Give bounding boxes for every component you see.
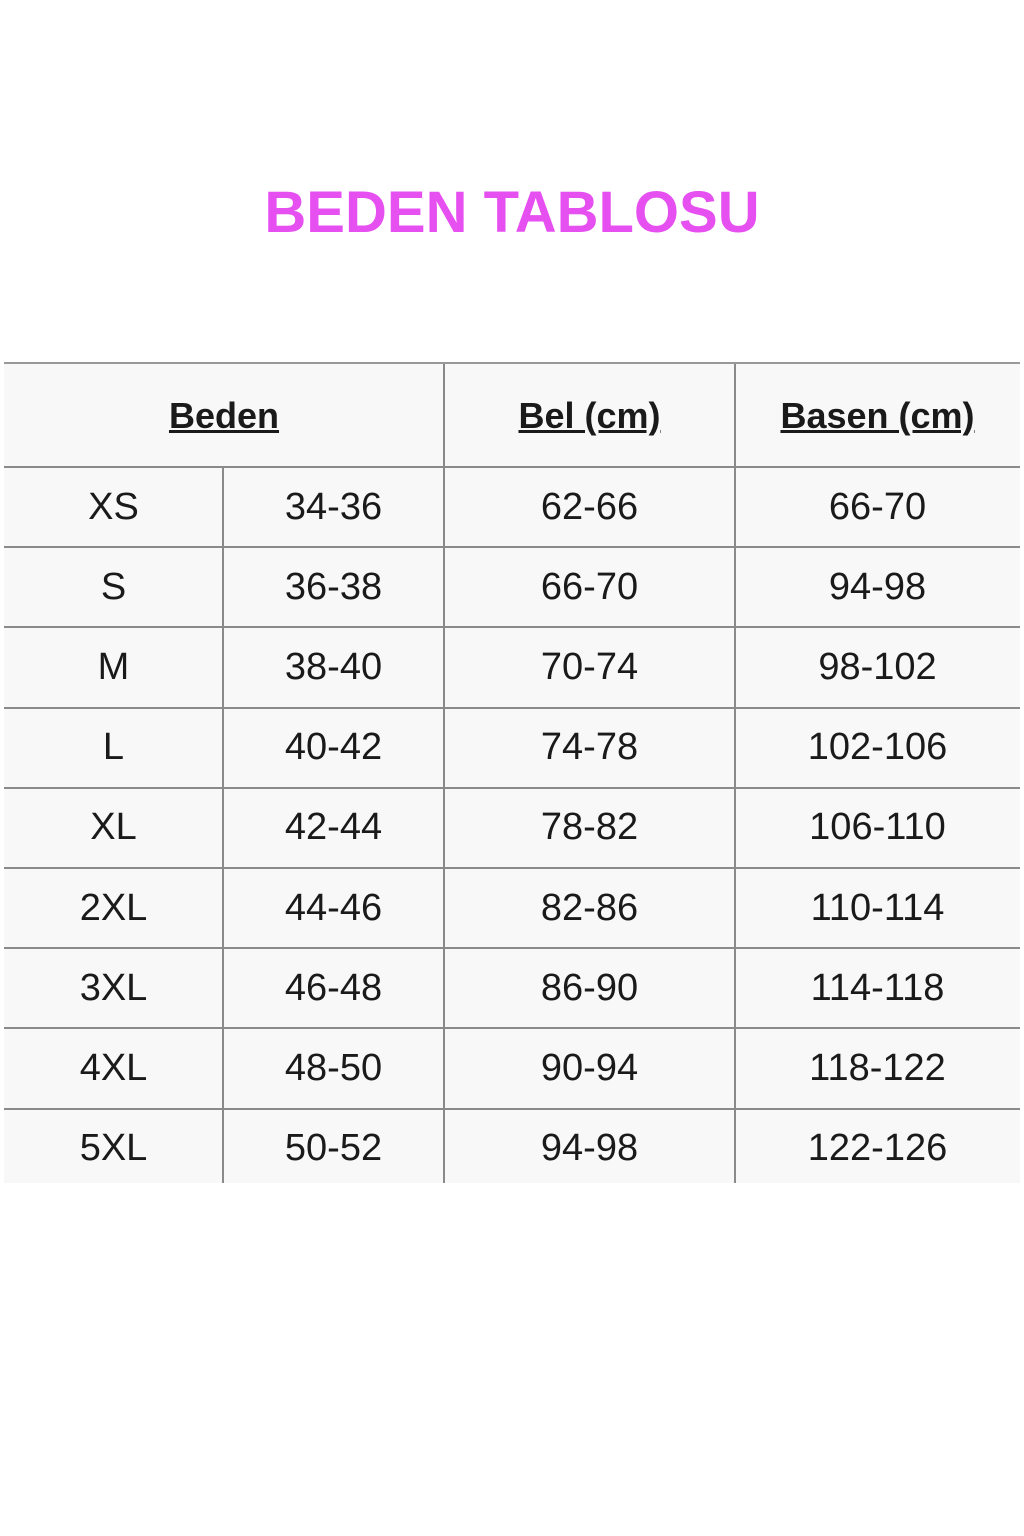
table-cell: 46-48 xyxy=(284,966,383,1009)
table-cell: XS xyxy=(88,485,139,528)
column-divider xyxy=(734,364,736,1183)
row-divider xyxy=(4,947,1020,950)
table-cell: 48-50 xyxy=(284,1046,383,1089)
table-cell: S xyxy=(100,565,127,608)
table-cell: 114-118 xyxy=(810,966,945,1009)
header-cell: Beden xyxy=(168,394,280,436)
table-cell: 118-122 xyxy=(809,1046,946,1089)
table-cell: 34-36 xyxy=(284,485,383,528)
table-cell: 98-102 xyxy=(818,645,937,688)
table-cell: 102-106 xyxy=(807,726,948,769)
table-cell: 5XL xyxy=(79,1127,148,1170)
header-cell: Basen (cm) xyxy=(780,394,975,436)
table-cell: 94-98 xyxy=(828,565,927,608)
row-divider xyxy=(4,466,1020,468)
table-cell: XL xyxy=(90,806,137,849)
row-divider xyxy=(4,867,1020,869)
table-cell: 36-38 xyxy=(284,565,383,608)
column-divider xyxy=(443,364,445,1183)
table-cell: 2XL xyxy=(79,886,148,929)
table-cell: 62-66 xyxy=(540,485,639,528)
table-cell: 86-90 xyxy=(540,966,639,1009)
table-cell: 66-70 xyxy=(540,565,639,608)
page-title: BEDEN TABLOSU xyxy=(264,180,760,245)
row-divider xyxy=(4,1027,1020,1030)
table-cell: 66-70 xyxy=(828,485,927,528)
size-table: Beden Bel (cm) Basen (cm) XS 34-36 62-66 66-70… xyxy=(4,362,1020,1183)
table-cell: 40-42 xyxy=(284,726,383,769)
table-cell: 42-44 xyxy=(284,806,383,849)
table-cell: 106-110 xyxy=(809,806,946,849)
table-cell: 4XL xyxy=(79,1046,148,1089)
header-cell: Bel (cm) xyxy=(518,394,661,436)
table-cell: 44-46 xyxy=(284,886,383,929)
table-cell: L xyxy=(102,726,125,769)
table-cell: 74-78 xyxy=(540,726,639,769)
table-cell: 122-126 xyxy=(807,1127,948,1170)
row-divider xyxy=(4,546,1020,549)
table-cell: 82-86 xyxy=(540,886,639,929)
row-divider xyxy=(4,786,1020,789)
table-cell: 70-74 xyxy=(540,645,639,688)
table-cell: 110-114 xyxy=(810,886,945,929)
table-cell: 50-52 xyxy=(284,1127,383,1170)
column-divider xyxy=(222,467,224,1183)
table-cell: 94-98 xyxy=(540,1127,639,1170)
row-divider xyxy=(4,706,1020,709)
table-cell: 90-94 xyxy=(540,1046,639,1089)
table-cell: M xyxy=(97,645,130,688)
table-cell: 3XL xyxy=(79,966,148,1009)
row-divider xyxy=(4,626,1020,629)
table-cell: 38-40 xyxy=(284,645,383,688)
table-cell: 78-82 xyxy=(540,806,639,849)
row-divider xyxy=(4,1107,1020,1110)
